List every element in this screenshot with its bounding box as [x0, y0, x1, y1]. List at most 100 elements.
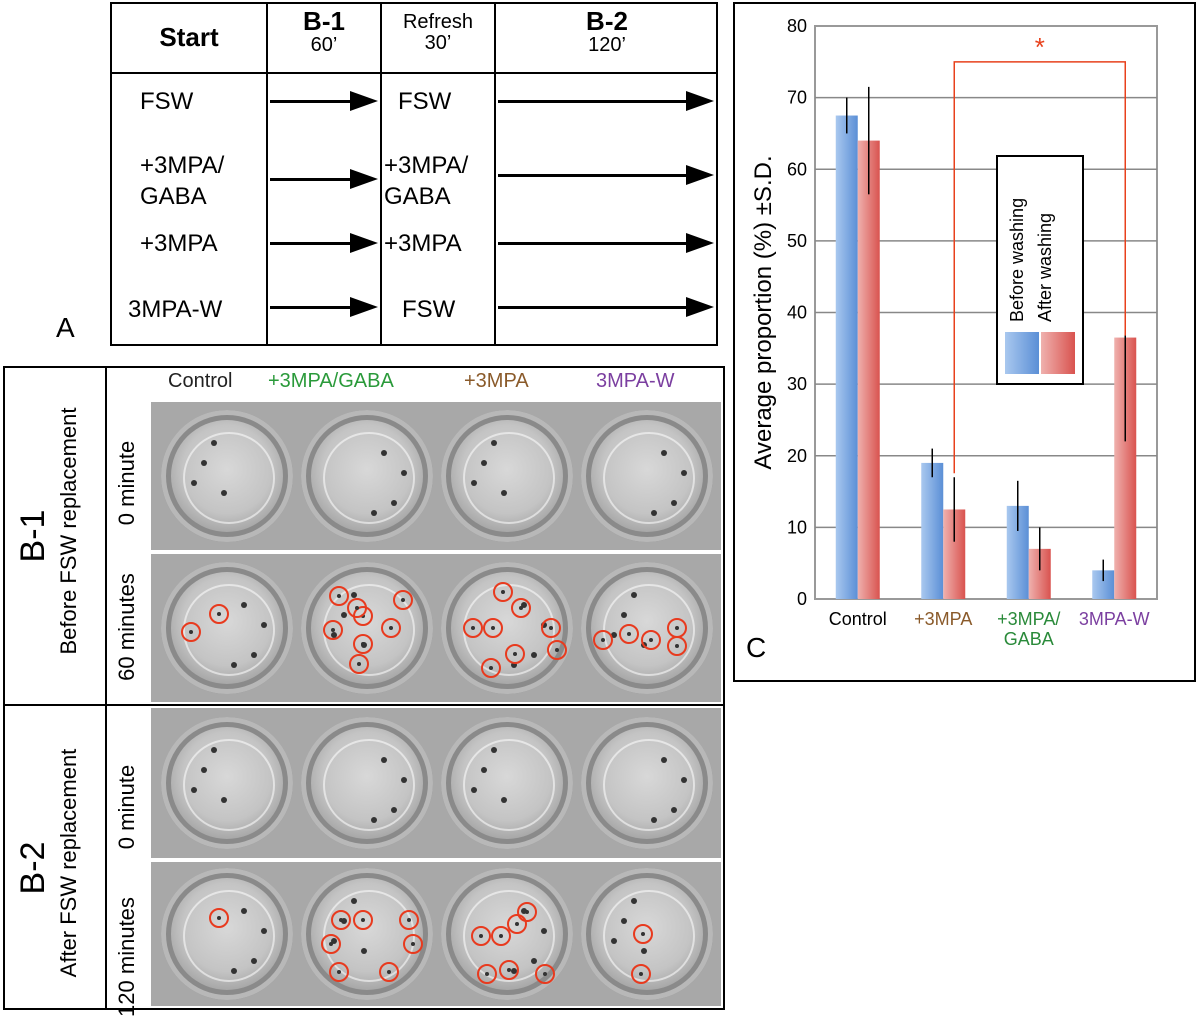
arrow-b2: [498, 174, 688, 177]
bar-after-washing: [857, 140, 880, 599]
panel-b-divider: [105, 368, 107, 1008]
row-refresh-label: FSW: [398, 88, 452, 115]
embryo: [651, 817, 657, 823]
released-embryo-marker: [353, 910, 373, 930]
well-plate-photo: [151, 554, 721, 702]
legend-swatch: [1041, 332, 1075, 374]
released-embryo-marker: [631, 964, 651, 984]
well-rim: [323, 432, 415, 524]
embryo: [371, 510, 377, 516]
embryo: [201, 460, 207, 466]
row-refresh-label: FSW: [402, 296, 456, 323]
condition-label-3mpa: +3MPA: [464, 370, 529, 392]
culture-well: [161, 410, 293, 542]
well-rim: [463, 890, 555, 982]
culture-well: [301, 717, 433, 849]
table-divider: [494, 4, 496, 344]
arrow-b1: [270, 178, 352, 181]
well-plate-photo: [151, 402, 721, 550]
bar-before-washing: [1092, 570, 1115, 599]
embryo: [351, 592, 357, 598]
row-refresh-label: +3MPA/ GABA: [384, 152, 469, 211]
released-embryo-marker: [349, 654, 369, 674]
embryo: [621, 612, 627, 618]
row-refresh-label: +3MPA: [384, 230, 462, 257]
embryo: [371, 817, 377, 823]
released-embryo-marker: [505, 644, 525, 664]
arrow-head: [350, 233, 378, 253]
embryo: [511, 662, 517, 668]
embryo: [361, 948, 367, 954]
arrow-b1: [270, 306, 352, 309]
arrow-head: [350, 91, 378, 111]
embryo: [621, 918, 627, 924]
released-embryo-marker: [379, 962, 399, 982]
well-rim: [463, 739, 555, 831]
embryo: [641, 948, 647, 954]
embryo: [391, 500, 397, 506]
embryo: [241, 602, 247, 608]
header-b2: B-2 120’: [496, 6, 718, 57]
y-tick-label: 60: [787, 159, 807, 179]
embryo: [491, 440, 497, 446]
embryo: [241, 908, 247, 914]
header-title: B-2: [586, 6, 628, 36]
released-embryo-marker: [517, 902, 537, 922]
time-label: 60 minutes: [114, 573, 139, 681]
header-subtitle: 60’: [310, 34, 338, 57]
released-embryo-marker: [481, 658, 501, 678]
time-label: 120 minutes: [114, 897, 139, 1017]
arrow-b1: [270, 100, 352, 103]
bar-chart-panel: 0 10 20 30 40 50 60 70 80 Control +3MPA +3MPA/GABA 3…: [733, 2, 1196, 682]
significance-marker: *: [1035, 32, 1045, 62]
released-embryo-marker: [399, 910, 419, 930]
embryo: [531, 958, 537, 964]
header-subtitle: 120’: [588, 34, 626, 57]
y-tick-label: 70: [787, 88, 807, 108]
embryo: [231, 662, 237, 668]
y-tick-label: 40: [787, 303, 807, 323]
bar-before-washing: [921, 462, 944, 599]
embryo: [681, 470, 687, 476]
culture-well: [441, 717, 573, 849]
released-embryo-marker: [667, 618, 687, 638]
released-embryo-marker: [547, 640, 567, 660]
released-embryo-marker: [463, 618, 483, 638]
embryo: [341, 612, 347, 618]
embryo: [261, 928, 267, 934]
culture-well: [581, 410, 713, 542]
embryo: [611, 938, 617, 944]
embryo: [611, 632, 617, 638]
released-embryo-marker: [381, 618, 401, 638]
released-embryo-marker: [535, 964, 555, 984]
bar-after-washing: [943, 509, 966, 599]
embryo: [631, 898, 637, 904]
embryo: [631, 592, 637, 598]
y-tick-label: 30: [787, 374, 807, 394]
x-category-label: +3MPA/: [997, 609, 1060, 629]
x-category-label: Control: [829, 609, 887, 629]
culture-well: [161, 717, 293, 849]
embryo: [481, 767, 487, 773]
released-embryo-marker: [541, 618, 561, 638]
released-embryo-marker: [491, 926, 511, 946]
released-embryo-marker: [323, 620, 343, 640]
embryo: [401, 777, 407, 783]
embryo: [671, 807, 677, 813]
time-label: 0 minute: [114, 764, 139, 850]
released-embryo-marker: [321, 934, 341, 954]
culture-well: [581, 868, 713, 1000]
well-rim: [463, 432, 555, 524]
y-tick-label: 80: [787, 16, 807, 36]
released-embryo-marker: [507, 914, 527, 934]
released-embryo-marker: [477, 964, 497, 984]
embryo: [201, 767, 207, 773]
arrow-b1: [270, 242, 352, 245]
released-embryo-marker: [353, 634, 373, 654]
embryo: [501, 797, 507, 803]
embryo: [211, 440, 217, 446]
released-embryo-marker: [329, 586, 349, 606]
arrow-b2: [498, 100, 688, 103]
section-label-b2: B-2: [14, 841, 52, 895]
condition-label-control: Control: [168, 370, 233, 392]
